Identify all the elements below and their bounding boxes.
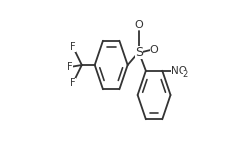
- Text: F: F: [70, 78, 76, 88]
- Text: NO: NO: [171, 66, 187, 76]
- Text: S: S: [135, 46, 143, 59]
- Text: O: O: [150, 45, 158, 55]
- Text: O: O: [134, 20, 143, 30]
- Text: F: F: [67, 62, 73, 72]
- Text: 2: 2: [183, 70, 188, 79]
- Text: F: F: [70, 42, 76, 52]
